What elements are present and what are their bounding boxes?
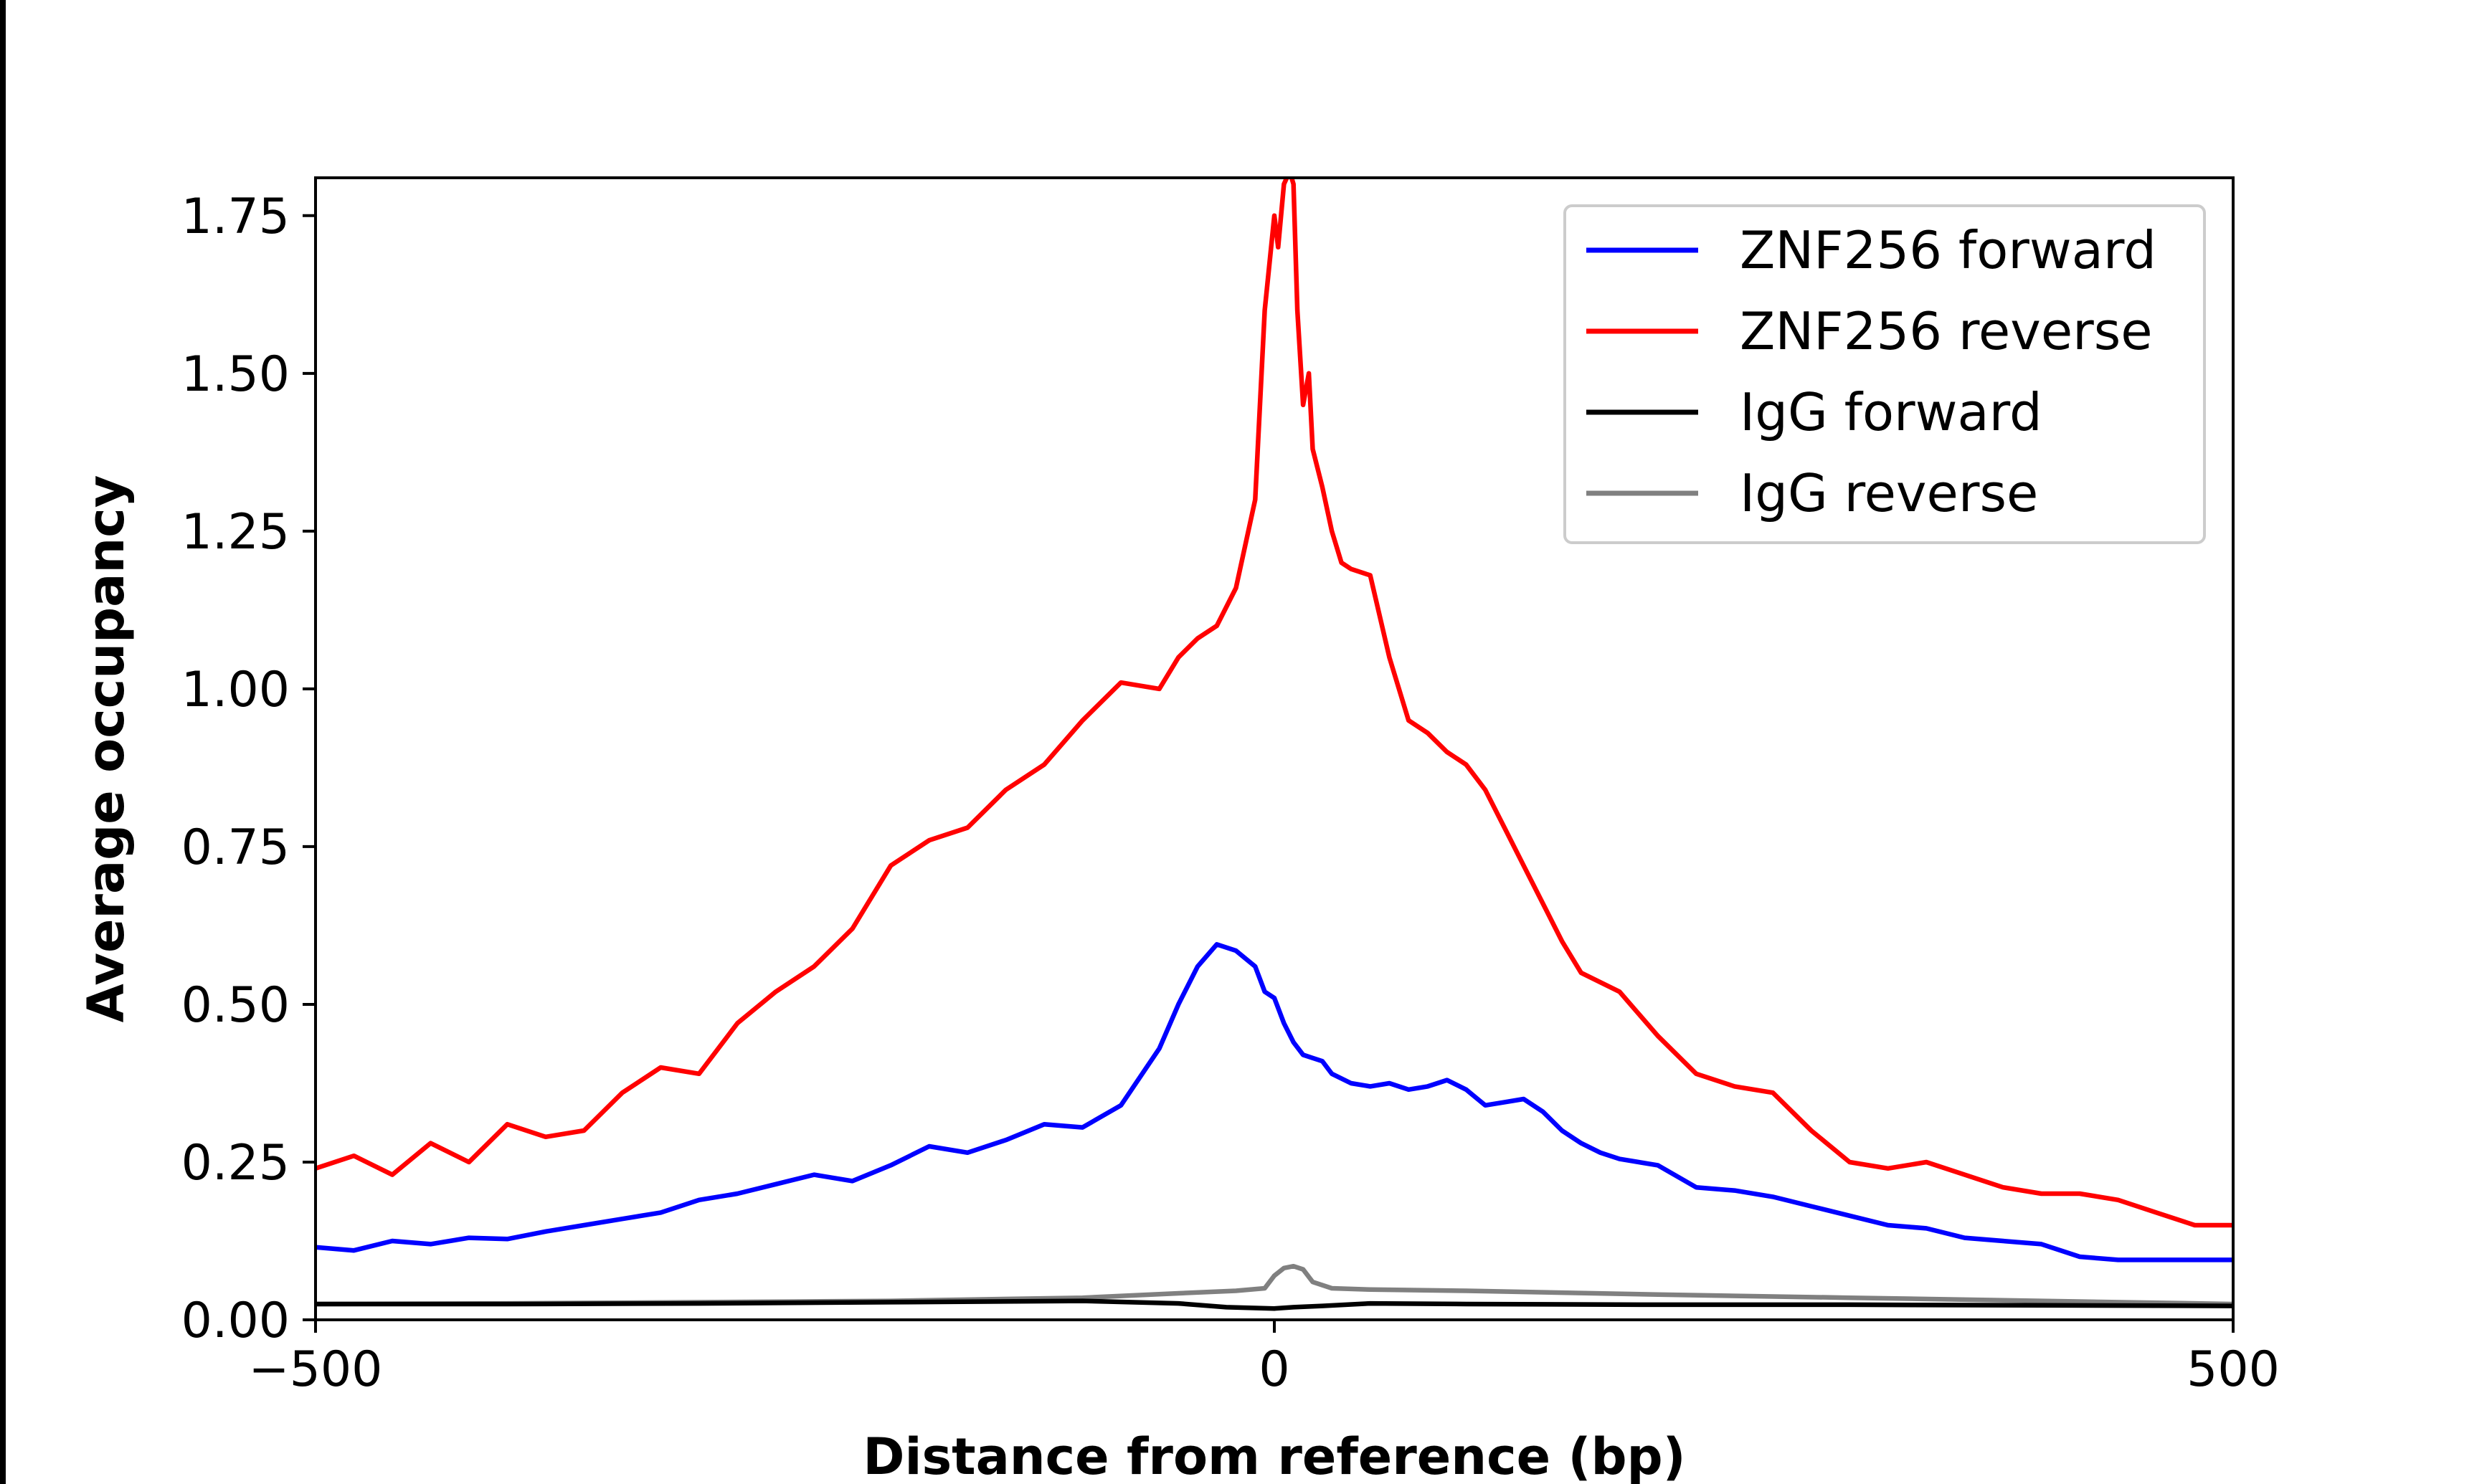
y-tick-label: 1.25 (181, 504, 290, 561)
axis-layer: 0.00 0.25 0.50 0.75 1.00 1.25 1.50 1.75 −500 0 500… (77, 176, 2280, 1484)
y-tick-label: 1.00 (181, 662, 290, 718)
legend-box (1563, 204, 2206, 544)
x-tick-label: 0 (1259, 1341, 1289, 1398)
series-line-znf256-forward (316, 942, 2233, 1262)
legend-label: IgG forward (1740, 382, 2042, 442)
y-tick-label: 1.50 (181, 346, 290, 403)
x-axis-label: Distance from reference (bp) (863, 1427, 1685, 1484)
x-tick-label: −500 (249, 1341, 383, 1398)
x-tick-label: 500 (2187, 1341, 2280, 1398)
series-line-igg-reverse (316, 1263, 2233, 1307)
series-layer (316, 178, 2233, 1311)
y-tick-label: 0.75 (181, 819, 290, 876)
legend-label: ZNF256 forward (1740, 220, 2156, 280)
y-tick-label: 0.50 (181, 977, 290, 1034)
y-tick-label: 0.25 (181, 1135, 290, 1192)
legend-label: IgG reverse (1740, 463, 2038, 523)
legend: ZNF256 forward ZNF256 reverse IgG forward I… (1563, 204, 2206, 544)
legend-label: ZNF256 reverse (1740, 301, 2153, 361)
series-line-znf256-reverse (316, 178, 2233, 1228)
left-edge-border (0, 0, 6, 1484)
y-axis-label: Average occupancy (77, 475, 136, 1023)
series-line-igg-forward (316, 1298, 2233, 1311)
y-tick-label: 0.00 (181, 1293, 290, 1349)
y-tick-label: 1.75 (181, 189, 290, 245)
